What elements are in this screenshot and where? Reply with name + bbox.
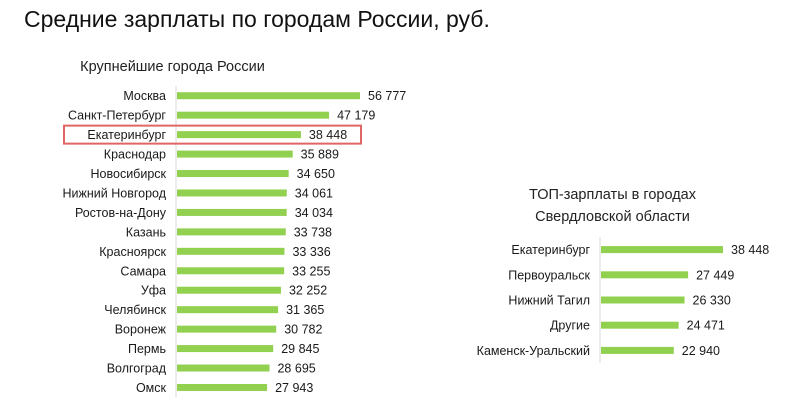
chart2-value-label: 27 449 (696, 268, 734, 282)
chart1-category-label: Челябинск (104, 303, 166, 317)
chart1-bar (177, 364, 270, 372)
chart1-bar (177, 189, 287, 197)
chart1-category-label: Москва (123, 89, 166, 103)
chart1-bar (177, 150, 293, 158)
chart2-bar (601, 271, 689, 279)
chart1-value-label: 56 777 (368, 89, 406, 103)
chart1-category-label: Казань (126, 225, 166, 239)
chart2-value-label: 26 330 (693, 294, 731, 308)
chart1-bar (177, 228, 286, 236)
chart1-value-label: 30 782 (284, 323, 322, 337)
chart1-category-label: Ростов-на-Дону (75, 206, 167, 220)
chart2-value-label: 38 448 (731, 243, 769, 257)
page-title: Средние зарплаты по городам России, руб. (24, 6, 490, 32)
chart1-value-label: 34 034 (295, 206, 333, 220)
chart1-category-label: Волгоград (107, 362, 167, 376)
chart1-bar (177, 306, 279, 314)
chart1-bar (177, 170, 289, 178)
chart1-bar (177, 267, 285, 275)
chart1-category-label: Пермь (128, 342, 166, 356)
chart1-bar (177, 383, 268, 391)
chart1-bar (177, 325, 277, 333)
chart2-category-label: Каменск-Уральский (477, 344, 590, 358)
chart2-category-label: Нижний Тагил (508, 294, 590, 308)
chart1-value-label: 34 650 (297, 167, 335, 181)
chart1-category-label: Новосибирск (91, 167, 167, 181)
chart1-category-label: Омск (136, 381, 167, 395)
chart2-category-label: Екатеринбург (511, 243, 590, 257)
chart2-bar (601, 321, 679, 329)
chart1-value-label: 33 255 (292, 264, 330, 278)
chart1-highlight-frame (63, 124, 362, 145)
chart1-value-label: 29 845 (281, 342, 319, 356)
chart1-category-label: Воронеж (115, 323, 167, 337)
chart1-category-label: Красноярск (99, 245, 166, 259)
chart1-category-label: Нижний Новгород (63, 186, 167, 200)
chart1-bar (177, 345, 274, 353)
chart1-category-label: Екатеринбург (87, 128, 166, 142)
chart1-value-label: 47 179 (337, 109, 375, 123)
chart2-title: ТОП-зарплаты в городах Свердловской обла… (528, 187, 696, 225)
chart1-bar (177, 131, 301, 139)
chart1-category-label: Уфа (141, 284, 166, 298)
chart1-value-label: 38 448 (309, 128, 347, 142)
chart1-bar (177, 111, 330, 119)
chart1-value-label: 27 943 (275, 381, 313, 395)
chart1-value-label: 32 252 (289, 284, 327, 298)
chart1-value-label: 33 738 (294, 225, 332, 239)
chart1-bar (177, 247, 285, 255)
chart1-value-label: 33 336 (292, 245, 330, 259)
chart1-value-label: 28 695 (277, 362, 315, 376)
chart1-category-label: Самара (120, 264, 166, 278)
chart2-bar (601, 246, 723, 254)
chart2-value-label: 24 471 (687, 319, 725, 333)
chart1-bar (177, 92, 360, 100)
chart1-bar (177, 208, 287, 216)
chart1-title: Крупнейшие города России (80, 59, 265, 75)
chart2-value-label: 22 940 (682, 344, 720, 358)
chart1-value-label: 35 889 (301, 148, 339, 162)
chart1-category-label: Краснодар (104, 148, 166, 162)
chart1-bar (177, 286, 281, 294)
chart2-category-label: Другие (550, 319, 590, 333)
chart2-bar (601, 296, 685, 304)
chart2-category-label: Первоуральск (508, 268, 590, 282)
chart1-value-label: 34 061 (295, 186, 333, 200)
chart1-value-label: 31 365 (286, 303, 324, 317)
chart2-bar (601, 346, 674, 354)
chart1-category-label: Санкт-Петербург (68, 109, 166, 123)
